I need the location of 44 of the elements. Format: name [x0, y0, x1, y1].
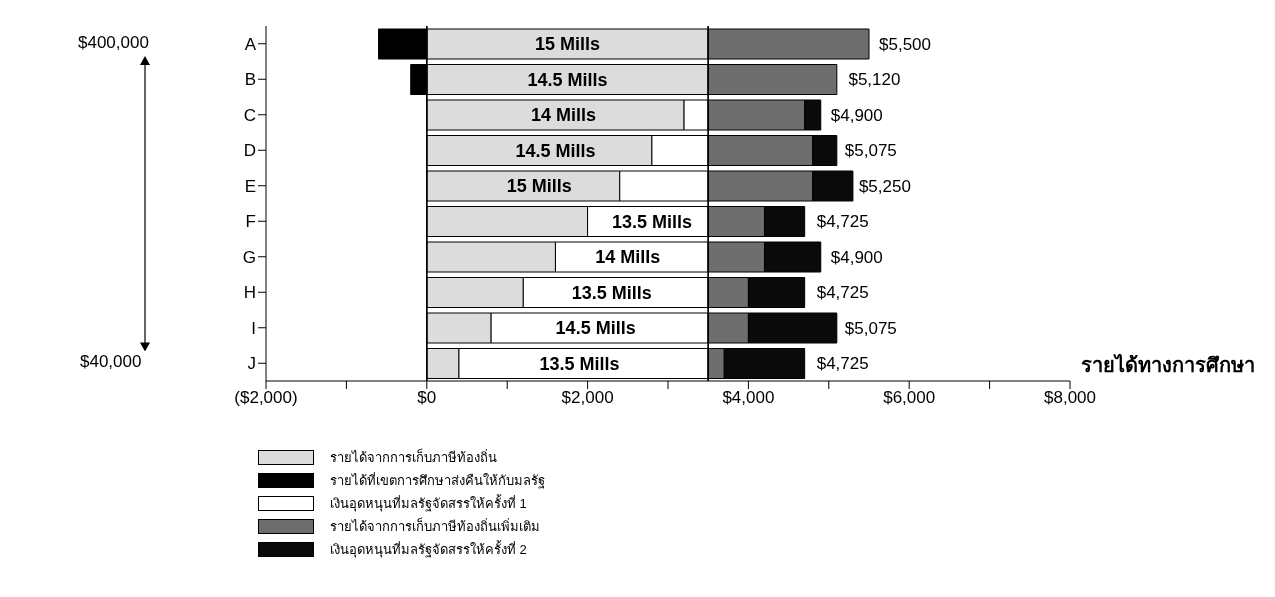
x-tick-label: $8,000 [1044, 388, 1096, 408]
annotation: 15 Mills [506, 176, 572, 197]
annotation: 14.5 Mills [515, 140, 596, 161]
y-tick-label: G [242, 247, 256, 267]
annotation: $5,075 [844, 141, 897, 161]
x-axis-title: รายได้ทางการศึกษา [1081, 354, 1255, 377]
annotation: 13.5 Mills [611, 211, 692, 232]
annotation: $5,120 [848, 70, 901, 90]
annotation: $5,075 [844, 318, 897, 338]
annotation: 14.5 Mills [555, 318, 636, 339]
annotation: 13.5 Mills [571, 282, 652, 303]
annotation: $5,250 [858, 176, 911, 196]
x-tick-label: $0 [417, 388, 437, 408]
annotation: $4,900 [830, 247, 883, 267]
annotation: $4,725 [816, 354, 869, 374]
annotation: $5,500 [879, 34, 931, 54]
annotation: $4,725 [816, 212, 869, 232]
y-tick-label: D [243, 141, 256, 161]
y-tick-label: B [244, 70, 256, 90]
legend-label: รายได้ที่เขตการศึกษาส่งคืนให้กับมลรัฐ [330, 471, 545, 491]
legend-label: รายได้จากการเก็บภาษีท้องถิ่น [330, 447, 497, 467]
legend-label: เงินอุดหนุนที่มลรัฐจัดสรรให้ครั้งที่ 1 [330, 493, 527, 514]
y-tick-label: H [243, 283, 256, 303]
y-tick-label: A [244, 34, 257, 54]
annotation: 14 Mills [530, 105, 596, 126]
annotation: $4,900 [830, 105, 883, 125]
annotation: 14.5 Mills [527, 69, 608, 90]
y-tick-label: C [243, 105, 256, 125]
legend-label: รายได้จากการเก็บภาษีท้องถิ่นเพิ่มเติม [330, 516, 540, 536]
x-tick-label: $6,000 [883, 388, 936, 408]
x-tick-label: $4,000 [722, 388, 775, 408]
annotation: 14 Mills [595, 247, 661, 268]
y-tick-label: F [245, 212, 256, 232]
y-tick-label: E [244, 176, 256, 196]
annotation: 13.5 Mills [539, 353, 620, 374]
text: $40,000 [80, 352, 142, 373]
text: $400,000 [78, 32, 149, 53]
x-tick-label: $2,000 [561, 388, 614, 408]
annotation: 15 Mills [534, 34, 601, 55]
legend-label: เงินอุดหนุนที่มลรัฐจัดสรรให้ครั้งที่ 2 [330, 539, 527, 560]
x-tick-label: ($2,000) [234, 388, 298, 408]
y-tick-label: I [251, 318, 256, 338]
annotation: $4,725 [816, 283, 869, 303]
y-tick-label: J [247, 354, 256, 374]
